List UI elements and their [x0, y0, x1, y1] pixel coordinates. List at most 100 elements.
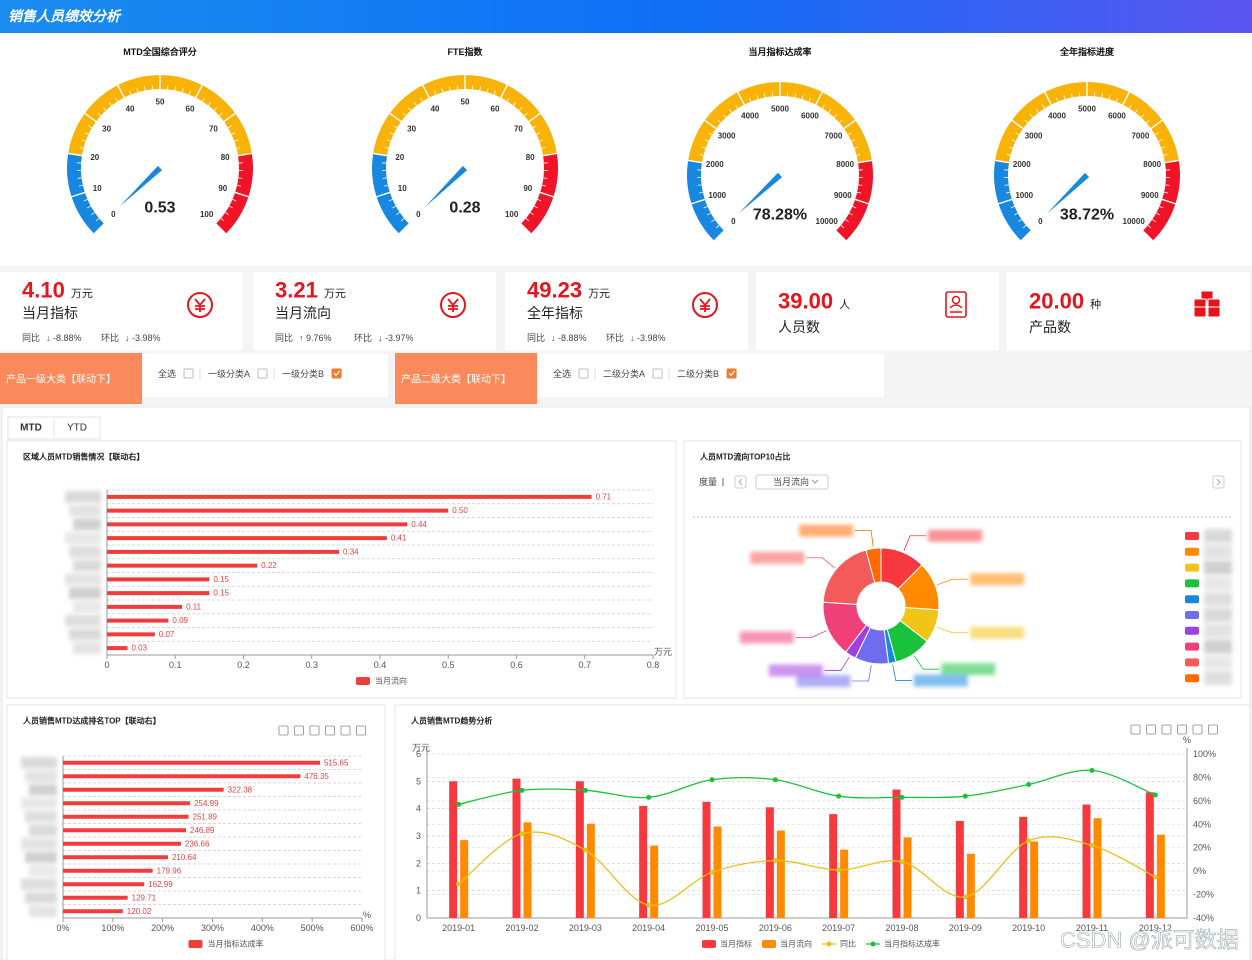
line-point — [456, 801, 462, 807]
legend-swatch — [702, 940, 716, 948]
measure-label: 度量 — [699, 476, 717, 487]
blurred-label — [1204, 576, 1232, 591]
blurred-label — [69, 504, 101, 517]
gauge-minor-tick — [97, 112, 102, 117]
gauge-minor-tick — [851, 139, 856, 142]
gauge-tick — [1020, 230, 1032, 242]
legend-swatch — [356, 677, 370, 685]
x-tick-label: 0.5 — [442, 660, 455, 670]
gauge-minor-tick — [794, 93, 796, 98]
gauge-minor-tick — [518, 107, 523, 111]
gauge-minor-tick — [840, 225, 845, 229]
gauge-minor-tick — [402, 112, 407, 117]
gauge-needle — [1046, 172, 1090, 214]
leader-line — [824, 656, 850, 671]
gauge-tick — [995, 159, 1010, 164]
kpi-icon — [945, 291, 967, 318]
gauge-minor-tick — [1108, 95, 1111, 100]
toolbox-icon — [309, 725, 320, 736]
gauge-minor-tick — [1161, 146, 1166, 149]
gauge-minor-tick — [722, 114, 727, 118]
blurred-label — [1204, 560, 1232, 575]
gauge-minor-tick — [1024, 119, 1029, 124]
gauge-value: 38.72% — [1060, 207, 1114, 224]
gauge-minor-tick — [543, 177, 548, 179]
blurred-label — [21, 878, 57, 890]
tab-label: YTD — [67, 423, 87, 434]
bar-value-label: 210.64 — [172, 853, 197, 862]
gauge-tick — [737, 91, 745, 105]
gauge-tick — [688, 159, 703, 164]
bar-value-label: 0.09 — [172, 616, 188, 625]
blurred-label — [73, 518, 101, 531]
bar — [713, 826, 722, 918]
gauge-minor-tick — [1056, 97, 1059, 102]
kpi-label: 全年指标 — [527, 305, 583, 321]
gauge-tick-label: 6000 — [801, 112, 819, 121]
gauge-minor-tick — [539, 139, 544, 142]
gauge-minor-tick — [220, 218, 225, 222]
gauge-minor-tick — [136, 88, 139, 93]
pie-slice — [865, 547, 882, 584]
line-point — [582, 787, 588, 793]
gauge-minor-tick — [102, 107, 107, 111]
gauge-minor-tick — [238, 177, 243, 179]
gauge-minor-tick — [388, 199, 393, 202]
x-tick-label: 0.8 — [647, 660, 660, 670]
blurred-label — [1204, 544, 1232, 559]
x-tick-label: 2019-01 — [442, 923, 475, 933]
blurred-label — [750, 551, 805, 564]
kpi-icon — [440, 292, 466, 318]
bar — [650, 845, 659, 918]
bar — [1093, 818, 1102, 918]
gauge-tick-label: 2000 — [1013, 160, 1031, 169]
line-point — [709, 869, 715, 875]
gauge-minor-tick — [384, 146, 389, 149]
bar-value-label: 476.35 — [304, 772, 329, 781]
toolbox-icon — [1192, 724, 1203, 735]
kpi-icon — [1207, 306, 1221, 318]
gauge-minor-tick — [441, 88, 444, 93]
gauge-tick-label: 6000 — [1108, 112, 1126, 121]
gauge-minor-tick — [847, 132, 852, 136]
gauge-minor-tick — [542, 184, 547, 187]
bar — [107, 508, 449, 513]
mom-label: 环比 — [354, 332, 372, 343]
page-title: 销售人员绩效分析 — [8, 8, 122, 24]
kpi-icon — [692, 292, 718, 318]
watermark: CSDN @派可数据 — [1060, 928, 1239, 953]
gauge-minor-tick — [1135, 109, 1139, 113]
leader-line — [852, 665, 872, 682]
gauge-tick — [854, 198, 869, 205]
kpi-icon — [1200, 290, 1214, 302]
filter-option: 一级分类B — [282, 368, 324, 379]
y2-tick-label: -40% — [1193, 913, 1214, 923]
bar-value-label: 0.44 — [411, 520, 427, 529]
x-tick-label: 600% — [350, 923, 373, 933]
bar — [63, 855, 168, 860]
gauge-tick-label: 50 — [156, 98, 165, 107]
gauge-tick — [422, 84, 430, 98]
bar-value-label: 129.71 — [132, 893, 157, 902]
bar — [63, 868, 153, 873]
gauge-minor-tick — [711, 219, 715, 222]
bar-value-label: 120.02 — [127, 907, 152, 916]
toolbox-icon — [356, 725, 366, 736]
gauge-minor-tick — [91, 212, 95, 215]
gauge-minor-tick — [382, 177, 387, 179]
gauge-tick-label: 4000 — [741, 112, 759, 121]
kpi-label: 产品数 — [1029, 319, 1071, 335]
gauge-minor-tick — [1145, 119, 1150, 124]
gauge-minor-tick — [486, 88, 489, 93]
gauge-minor-tick — [231, 132, 236, 135]
gauge-tick — [500, 84, 508, 98]
gauge-minor-tick — [541, 146, 546, 149]
prev-arrow — [738, 478, 743, 486]
bar — [107, 632, 155, 637]
blurred-label — [73, 601, 101, 613]
gauge-minor-tick — [808, 97, 811, 102]
toolbox-icon — [278, 725, 289, 736]
y2-tick-label: 100% — [1193, 749, 1216, 759]
line-point — [1026, 781, 1032, 787]
bar — [107, 604, 183, 609]
